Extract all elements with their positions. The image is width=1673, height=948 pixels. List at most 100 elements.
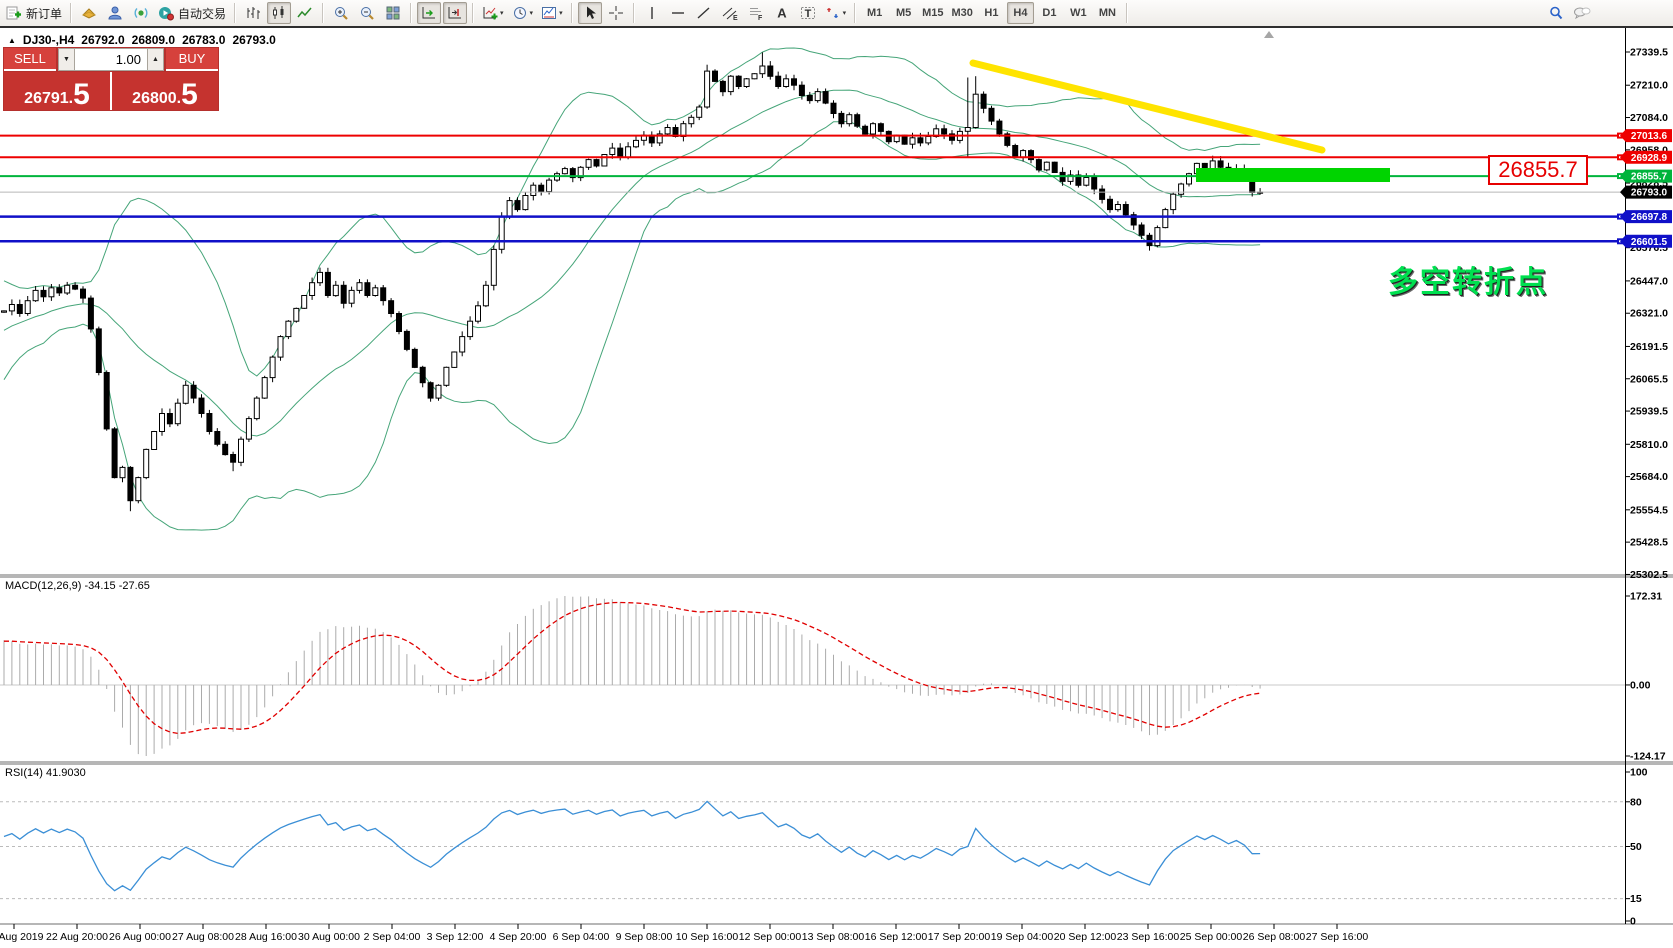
candle-body <box>751 73 758 80</box>
price-flag-label: 27013.6 <box>1631 131 1668 142</box>
candle <box>972 76 979 129</box>
candle <box>1028 149 1034 164</box>
bar-chart-button[interactable] <box>241 2 265 24</box>
auto-scroll-button[interactable] <box>417 2 442 24</box>
candle-body <box>293 307 300 322</box>
candle <box>1012 143 1019 158</box>
candle <box>1020 149 1027 162</box>
dropdown-caret-icon: ▾ <box>500 10 504 17</box>
candle <box>459 331 466 357</box>
candle <box>593 158 600 168</box>
sell-button[interactable]: SELL <box>4 48 56 71</box>
candle-body <box>48 287 55 298</box>
time-label: 20 Sep 12:00 <box>1054 931 1117 943</box>
volume-field[interactable]: 1.00 <box>75 48 147 71</box>
timeframe-m30-button[interactable]: M30 <box>951 7 973 19</box>
signals-button[interactable] <box>129 2 153 24</box>
equidistant-channel-tool-button[interactable]: E <box>718 2 742 24</box>
time-label: 3 Sep 12:00 <box>427 931 484 943</box>
candlestick-chart-button[interactable] <box>267 2 292 24</box>
tile-windows-button[interactable] <box>381 2 405 24</box>
candle-body <box>1051 161 1058 173</box>
candle-body <box>475 305 481 322</box>
buy-button-label: BUY <box>178 51 206 66</box>
highlight-rectangle-object[interactable] <box>1196 168 1390 182</box>
timeframe-mn-button[interactable]: MN <box>1098 7 1116 19</box>
fibonacci-tool-button[interactable]: F <box>744 2 768 24</box>
timeframe-h1-button[interactable]: H1 <box>984 7 999 19</box>
templates-button[interactable]: ▾ <box>538 2 566 24</box>
zoom-out-button[interactable] <box>355 2 379 24</box>
candle-body <box>1083 177 1090 186</box>
time-label: 21 Aug 2019 <box>0 931 44 943</box>
community-button[interactable] <box>103 2 127 24</box>
candle-body <box>64 284 71 294</box>
chart-shift-marker-icon[interactable] <box>1264 31 1274 38</box>
chart-shift-button[interactable] <box>443 2 468 24</box>
crosshair-tool-button[interactable] <box>604 2 628 24</box>
buy-button[interactable]: BUY <box>166 48 218 71</box>
line-chart-button[interactable] <box>293 2 317 24</box>
trendline-tool-button[interactable] <box>692 2 716 24</box>
timeframe-h4-button[interactable]: H4 <box>1006 2 1034 24</box>
candle-body <box>16 304 23 314</box>
zoom-out-icon <box>361 7 374 20</box>
text-label-tool-button[interactable]: T <box>796 2 820 24</box>
cursor-tool-button[interactable] <box>577 2 602 24</box>
timeframe-d1-button[interactable]: D1 <box>1042 7 1057 19</box>
candle-body <box>1091 177 1098 190</box>
price-flag-label: 26855.7 <box>1631 172 1668 183</box>
indicator-list-button[interactable] <box>77 2 101 24</box>
candle <box>648 131 655 147</box>
yellow-trendline-object[interactable] <box>969 59 1326 154</box>
candle <box>95 326 102 376</box>
macd-tick-label: -124.17 <box>1630 751 1666 763</box>
arrows-tool-button[interactable]: ▾ <box>822 2 850 24</box>
volume-increase-button[interactable]: ▲ <box>147 48 164 71</box>
sell-button-label: SELL <box>14 51 46 66</box>
candle-body <box>546 179 553 193</box>
candle-body <box>577 166 584 179</box>
chat-button[interactable] <box>1570 2 1594 24</box>
volume-stepper: ▼ 1.00 ▲ <box>58 48 164 71</box>
price-flag-label: 26793.0 <box>1631 188 1668 199</box>
time-label: 22 Aug 20:00 <box>46 931 108 943</box>
candle <box>585 158 592 170</box>
candle <box>301 295 308 309</box>
candle <box>411 347 418 369</box>
add-indicator-button[interactable]: ▾ <box>479 2 507 24</box>
candle <box>767 61 774 80</box>
search-button[interactable] <box>1544 2 1568 24</box>
candle-body <box>182 384 189 404</box>
candle <box>1178 182 1185 198</box>
symbol-marker-icon: ▲ <box>8 35 16 45</box>
volume-decrease-button[interactable]: ▼ <box>58 48 75 71</box>
candle <box>324 267 331 298</box>
candle <box>16 299 23 317</box>
price-callout[interactable]: 26855.7 <box>1488 155 1588 185</box>
sell-price-box[interactable]: 26791. 5 <box>4 72 110 110</box>
candle <box>783 74 790 88</box>
text-tool-button[interactable]: A <box>770 2 794 24</box>
price-tick-label: 26191.5 <box>1630 341 1668 353</box>
toolbar-separator <box>632 3 635 23</box>
periods-button[interactable]: ▾ <box>509 2 537 24</box>
timeframe-m15-button[interactable]: M15 <box>922 7 944 19</box>
candle <box>885 130 892 145</box>
new-order-button[interactable]: 新订单 <box>3 2 65 24</box>
candle-body <box>380 287 387 302</box>
price-tick-label: 25810.0 <box>1630 439 1668 451</box>
buy-price-box[interactable]: 26800. 5 <box>112 72 218 110</box>
candle <box>498 212 505 254</box>
timeframe-m5-button[interactable]: M5 <box>895 7 912 19</box>
vertical-line-tool-button[interactable] <box>640 2 664 24</box>
zoom-in-button[interactable] <box>329 2 353 24</box>
time-label: 30 Aug 00:00 <box>298 931 360 943</box>
candle-body <box>862 125 869 135</box>
candle <box>759 52 766 78</box>
timeframe-m1-button[interactable]: M1 <box>866 7 883 19</box>
timeframe-w1-button[interactable]: W1 <box>1070 7 1087 19</box>
autotrading-button[interactable]: 自动交易 <box>155 2 229 24</box>
horizontal-line-tool-button[interactable] <box>666 2 690 24</box>
